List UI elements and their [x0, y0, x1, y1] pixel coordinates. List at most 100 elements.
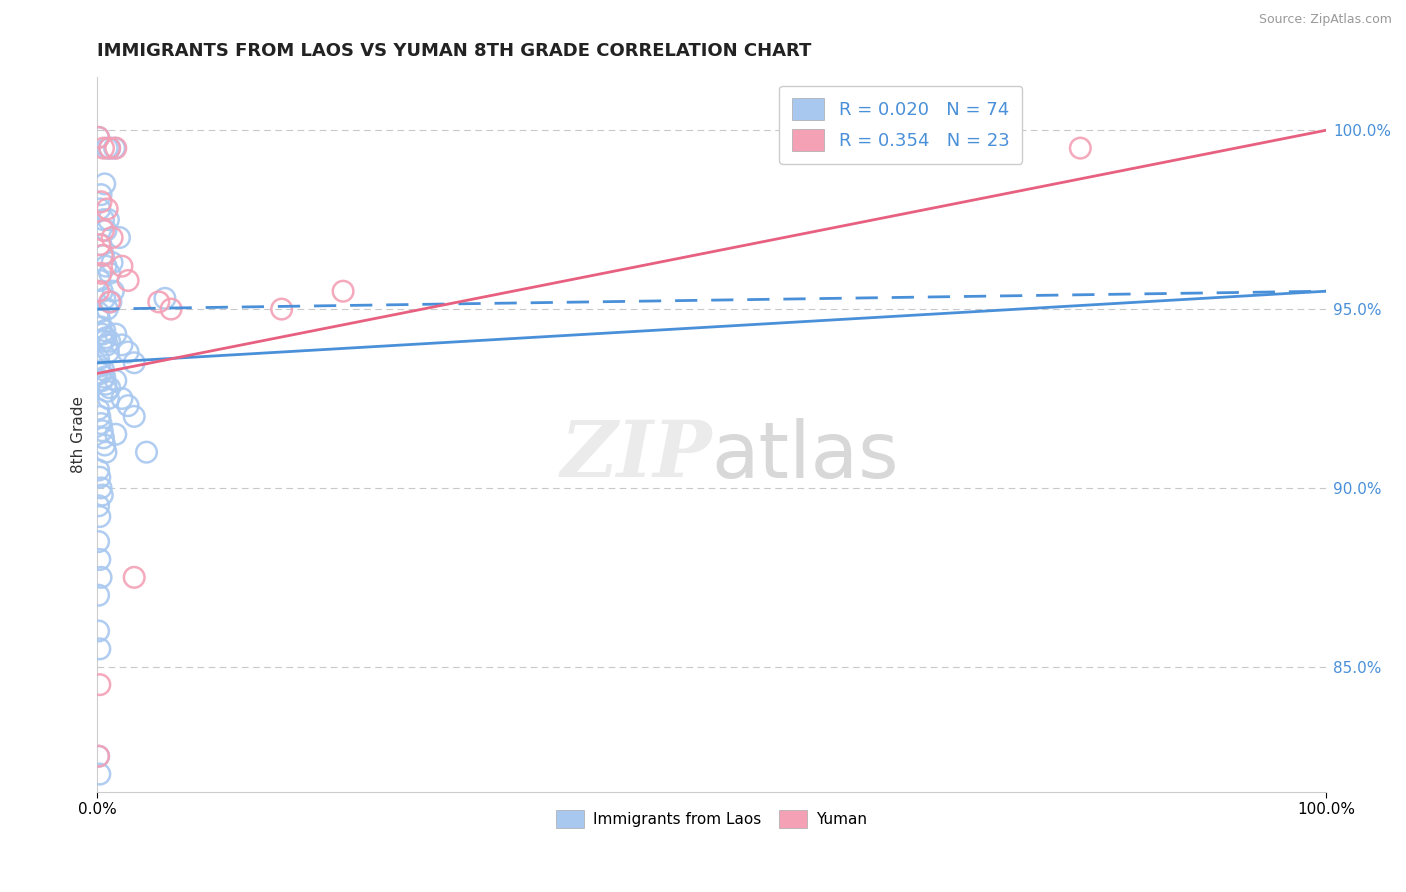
Point — [94, 259, 117, 273]
Point — [90, 187, 112, 202]
Point — [90, 481, 112, 495]
Point — [87, 624, 110, 638]
Point — [96, 202, 118, 216]
Point — [87, 130, 110, 145]
Point — [148, 294, 170, 309]
Point — [93, 141, 115, 155]
Point — [89, 678, 111, 692]
Point — [89, 409, 111, 424]
Point — [96, 384, 118, 399]
Point — [1069, 141, 1091, 155]
Point — [135, 445, 157, 459]
Point — [89, 237, 111, 252]
Point — [98, 141, 121, 155]
Point — [94, 445, 117, 459]
Point — [93, 438, 115, 452]
Point — [93, 334, 115, 349]
Point — [90, 320, 112, 334]
Point — [93, 212, 115, 227]
Point — [89, 202, 111, 216]
Point — [94, 331, 117, 345]
Point — [94, 377, 117, 392]
Point — [122, 570, 145, 584]
Point — [90, 237, 112, 252]
Point — [91, 327, 114, 342]
Point — [87, 306, 110, 320]
Point — [104, 427, 127, 442]
Point — [117, 345, 139, 359]
Point — [96, 302, 118, 317]
Point — [98, 141, 121, 155]
Point — [108, 230, 131, 244]
Text: atlas: atlas — [711, 417, 900, 494]
Point — [87, 284, 110, 298]
Point — [98, 266, 121, 280]
Point — [103, 284, 125, 298]
Point — [87, 749, 110, 764]
Point — [97, 212, 120, 227]
Point — [103, 141, 125, 155]
Point — [93, 324, 115, 338]
Point — [104, 374, 127, 388]
Point — [90, 367, 112, 381]
Point — [93, 177, 115, 191]
Point — [270, 302, 292, 317]
Point — [89, 359, 111, 374]
Point — [89, 509, 111, 524]
Point — [111, 338, 134, 352]
Point — [104, 141, 127, 155]
Point — [93, 363, 115, 377]
Point — [87, 463, 110, 477]
Point — [111, 392, 134, 406]
Point — [98, 294, 121, 309]
Point — [91, 248, 114, 262]
Point — [104, 327, 127, 342]
Y-axis label: 8th Grade: 8th Grade — [72, 396, 86, 473]
Point — [93, 291, 115, 305]
Point — [101, 230, 124, 244]
Point — [87, 352, 110, 367]
Point — [160, 302, 183, 317]
Legend: Immigrants from Laos, Yuman: Immigrants from Laos, Yuman — [550, 804, 873, 834]
Point — [91, 424, 114, 438]
Point — [117, 399, 139, 413]
Point — [93, 223, 115, 237]
Text: IMMIGRANTS FROM LAOS VS YUMAN 8TH GRADE CORRELATION CHART: IMMIGRANTS FROM LAOS VS YUMAN 8TH GRADE … — [97, 42, 811, 60]
Point — [89, 273, 111, 287]
Point — [90, 417, 112, 431]
Point — [91, 284, 114, 298]
Point — [97, 345, 120, 359]
Point — [98, 381, 121, 395]
Point — [87, 534, 110, 549]
Point — [89, 552, 111, 566]
Point — [97, 392, 120, 406]
Point — [122, 409, 145, 424]
Point — [96, 338, 118, 352]
Point — [93, 431, 115, 445]
Point — [101, 255, 124, 269]
Point — [91, 488, 114, 502]
Point — [89, 641, 111, 656]
Point — [87, 499, 110, 513]
Point — [153, 291, 176, 305]
Point — [332, 284, 354, 298]
Point — [90, 266, 112, 280]
Point — [93, 248, 115, 262]
Point — [90, 194, 112, 209]
Point — [87, 749, 110, 764]
Point — [89, 470, 111, 484]
Point — [122, 356, 145, 370]
Point — [117, 273, 139, 287]
Point — [89, 767, 111, 781]
Point — [89, 313, 111, 327]
Point — [87, 130, 110, 145]
Point — [91, 374, 114, 388]
Text: Source: ZipAtlas.com: Source: ZipAtlas.com — [1258, 13, 1392, 27]
Point — [100, 294, 122, 309]
Point — [111, 259, 134, 273]
Point — [87, 402, 110, 417]
Text: ZIP: ZIP — [560, 417, 711, 494]
Point — [93, 370, 115, 384]
Point — [87, 588, 110, 602]
Point — [94, 223, 117, 237]
